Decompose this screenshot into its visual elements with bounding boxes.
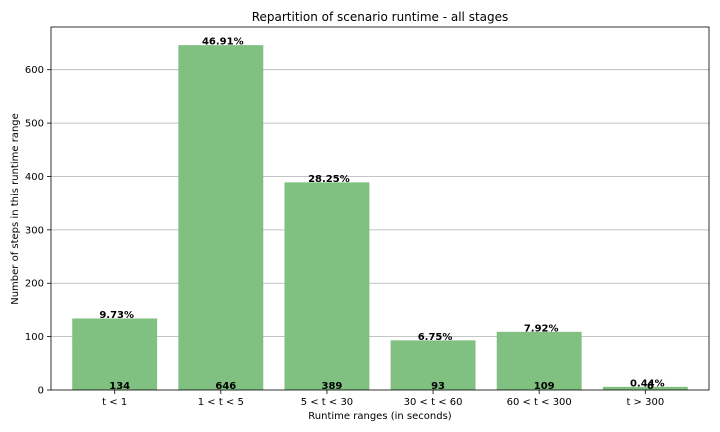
y-tick-label: 600 bbox=[25, 65, 44, 76]
y-tick-label: 500 bbox=[25, 119, 44, 130]
x-tick-label: 1 < t < 5 bbox=[198, 397, 244, 408]
bar-percent-label: 6.75% bbox=[418, 332, 453, 343]
x-tick-label: 30 < t < 60 bbox=[404, 397, 463, 408]
bars bbox=[72, 45, 688, 391]
bar bbox=[496, 331, 582, 390]
y-tick-label: 100 bbox=[25, 332, 44, 343]
bar-count-label: 93 bbox=[431, 381, 445, 392]
bar-percent-label: 0.44% bbox=[630, 378, 665, 389]
bar-count-label: 6 bbox=[647, 381, 654, 392]
bar-percent-label: 28.25% bbox=[308, 174, 350, 185]
bar bbox=[284, 182, 370, 390]
x-tick-label: t < 1 bbox=[102, 397, 127, 408]
x-tick-label: 5 < t < 30 bbox=[301, 397, 353, 408]
y-axis-label: Number of steps in this runtime range bbox=[10, 113, 21, 305]
x-tick-label: t > 300 bbox=[626, 397, 664, 408]
bar-count-label: 134 bbox=[109, 381, 130, 392]
y-tick-label: 300 bbox=[25, 225, 44, 236]
bar bbox=[178, 45, 264, 391]
bar-percent-label: 9.73% bbox=[99, 310, 134, 321]
bar-count-label: 389 bbox=[321, 381, 342, 392]
y-tick-label: 200 bbox=[25, 279, 44, 290]
x-axis-label: Runtime ranges (in seconds) bbox=[308, 411, 451, 422]
x-axis: t < 1 1 < t < 5 5 < t < 30 30 < t < 60 60 < … bbox=[102, 390, 664, 408]
bar-labels: 134 9.73% 646 46.91% 389 28.25% 93 6.75% 109 7.92… bbox=[99, 37, 664, 392]
bar-percent-label: 7.92% bbox=[524, 323, 559, 334]
bar-count-label: 109 bbox=[534, 381, 555, 392]
chart-title: Repartition of scenario runtime - all st… bbox=[252, 10, 509, 24]
bar bbox=[72, 318, 158, 390]
plot-frame bbox=[50, 26, 710, 391]
y-tick-label: 400 bbox=[25, 172, 44, 183]
grid-lines bbox=[51, 69, 709, 338]
x-tick-label: 60 < t < 300 bbox=[507, 397, 572, 408]
bar-percent-label: 46.91% bbox=[202, 37, 244, 48]
y-axis: 0 100 200 300 400 500 600 bbox=[25, 65, 51, 397]
bar bbox=[602, 386, 688, 390]
y-tick-label: 0 bbox=[38, 386, 44, 397]
bar bbox=[390, 340, 476, 390]
bar-count-label: 646 bbox=[215, 381, 236, 392]
